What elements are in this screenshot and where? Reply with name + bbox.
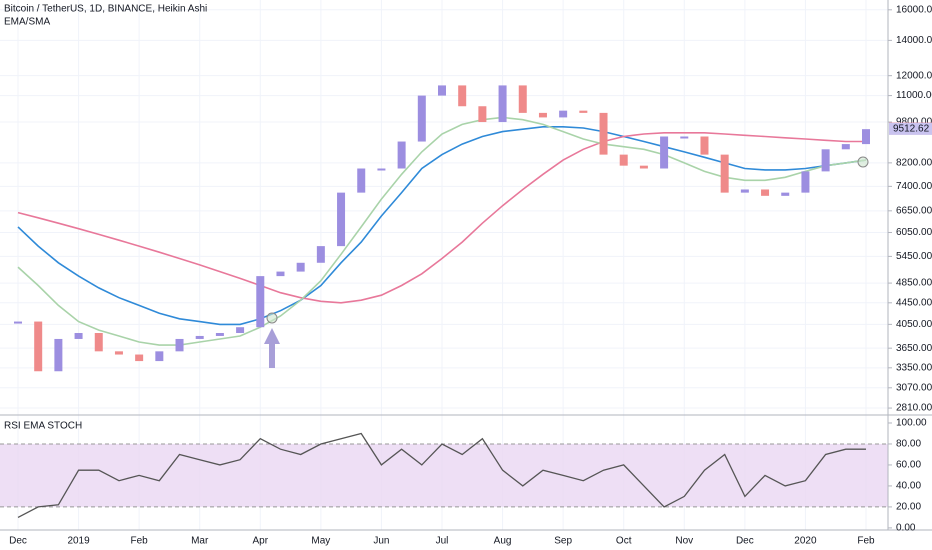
candle: [821, 149, 830, 172]
candle: [316, 246, 325, 263]
y-tick-label: 8200.00: [896, 157, 932, 168]
candle: [155, 351, 164, 362]
candle: [660, 136, 669, 169]
candle: [619, 154, 628, 166]
y-tick-label: 2810.00: [896, 403, 932, 414]
candle: [599, 112, 608, 155]
price-label-box: [889, 122, 932, 135]
candle: [377, 168, 386, 171]
y-tick-label: 14000.00: [896, 35, 932, 46]
chart-title: Bitcoin / TetherUS, 1D, BINANCE, Heikin …: [4, 4, 207, 15]
candle: [862, 129, 870, 145]
candle: [94, 333, 103, 352]
candle: [498, 85, 507, 123]
candle: [801, 171, 810, 193]
y-tick-label: 100.00: [896, 418, 927, 429]
y-tick-label: 5450.00: [896, 251, 932, 262]
arrow-annotation: [264, 328, 280, 368]
x-tick-label: Feb: [857, 536, 875, 547]
candle: [397, 141, 406, 169]
y-tick-label: 4850.00: [896, 278, 932, 289]
y-tick-label: 20.00: [896, 502, 921, 513]
candle: [215, 333, 224, 336]
candle: [175, 338, 184, 352]
candle: [518, 85, 527, 113]
moving-average: [17, 132, 866, 304]
candle: [700, 136, 709, 155]
x-tick-label: Oct: [616, 536, 632, 547]
x-tick-label: Feb: [131, 536, 149, 547]
x-tick-label: Apr: [253, 536, 269, 547]
indicator-label: EMA/SMA: [4, 17, 50, 28]
candle: [781, 192, 790, 196]
candle: [538, 112, 547, 118]
candle: [559, 110, 568, 118]
candle: [417, 95, 426, 142]
candle: [34, 321, 43, 372]
candle: [740, 189, 749, 193]
candle: [761, 189, 770, 196]
x-tick-label: 2020: [794, 536, 817, 547]
x-tick-label: Aug: [494, 536, 512, 547]
y-tick-label: 4450.00: [896, 297, 932, 308]
candle: [195, 335, 204, 339]
candle: [135, 354, 144, 362]
y-tick-label: 40.00: [896, 481, 921, 492]
y-tick-label: 9800.00: [896, 117, 932, 128]
x-tick-label: May: [311, 536, 330, 547]
price-label: 9512.62: [893, 123, 930, 134]
candle: [680, 136, 689, 139]
candle: [438, 85, 446, 96]
candle: [841, 144, 850, 150]
rsi-line: [17, 432, 866, 518]
y-tick-label: 11000.00: [896, 90, 932, 101]
y-tick-label: 3350.00: [896, 362, 932, 373]
y-tick-label: 7400.00: [896, 181, 932, 192]
cross-marker: [857, 156, 869, 168]
y-tick-label: 16000.00: [896, 4, 932, 15]
y-tick-label: 3070.00: [896, 382, 932, 393]
candle: [337, 192, 346, 247]
candle: [256, 276, 265, 328]
candle: [276, 271, 285, 277]
y-tick-label: 60.00: [896, 460, 921, 471]
y-tick-label: 0.00: [896, 523, 916, 534]
x-tick-label: 2019: [67, 536, 90, 547]
candle: [458, 85, 467, 107]
candle: [357, 168, 366, 193]
candle: [579, 110, 588, 113]
candle: [54, 338, 63, 372]
candle: [14, 321, 22, 324]
candle: [236, 327, 245, 334]
x-tick-label: Nov: [675, 536, 693, 547]
candle: [720, 154, 729, 193]
indicator-label: RSI EMA STOCH: [4, 421, 82, 432]
cross-marker: [266, 312, 278, 324]
x-tick-label: Sep: [554, 536, 572, 547]
y-tick-label: 4050.00: [896, 319, 932, 330]
candle: [296, 262, 305, 272]
y-tick-label: 6050.00: [896, 227, 932, 238]
x-tick-label: Dec: [736, 536, 754, 547]
candle: [478, 106, 487, 123]
plot: [14, 85, 870, 518]
candle: [639, 165, 648, 169]
x-tick-label: Jul: [436, 536, 449, 547]
x-tick-label: Dec: [9, 536, 27, 547]
y-tick-label: 6650.00: [896, 205, 932, 216]
candle: [114, 351, 123, 355]
rsi-band: [0, 443, 888, 507]
y-tick-label: 80.00: [896, 439, 921, 450]
x-tick-label: Jun: [373, 536, 389, 547]
y-tick-label: 12000.00: [896, 70, 932, 81]
candle: [74, 333, 83, 339]
y-tick-label: 3650.00: [896, 343, 932, 354]
x-tick-label: Mar: [191, 536, 209, 547]
